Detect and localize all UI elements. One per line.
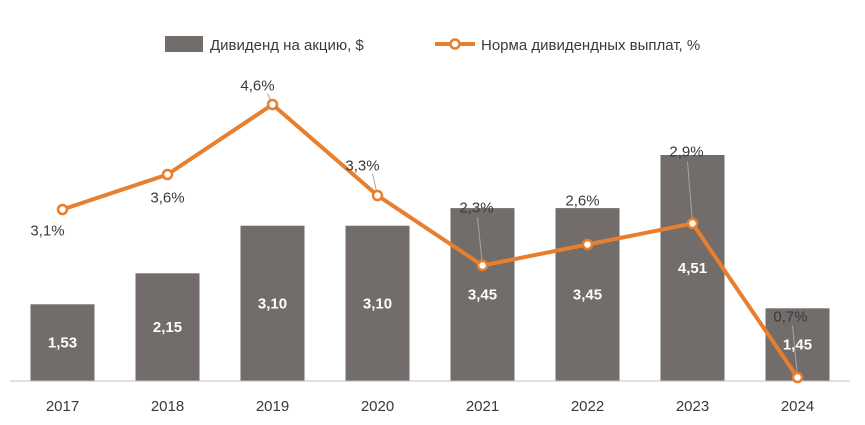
bar-2021	[450, 208, 515, 381]
legend-bar-swatch	[165, 36, 203, 52]
bar-2023	[660, 155, 725, 381]
bar-value-label-2019: 3,10	[258, 295, 287, 312]
payout-ratio-point-2023	[686, 217, 699, 230]
bar-value-label-2018: 2,15	[153, 319, 182, 336]
x-tick-2019: 2019	[256, 398, 289, 415]
bar-value-label-2024: 1,45	[783, 337, 812, 354]
payout-ratio-point-2020	[371, 189, 384, 202]
legend-line-label: Норма дивидендных выплат, %	[481, 37, 700, 54]
payout-ratio-point-2021	[476, 259, 489, 272]
payout-ratio-series	[56, 98, 804, 384]
leader-line-2024	[792, 325, 798, 378]
legend-line-marker	[449, 38, 461, 50]
x-tick-2020: 2020	[361, 398, 394, 415]
bar-value-label-2017: 1,53	[48, 335, 77, 352]
bar-value-label-2020: 3,10	[363, 295, 392, 312]
payout-ratio-label-2022: 2,6%	[565, 193, 599, 210]
payout-ratio-label-2018: 3,6%	[150, 190, 184, 207]
bar-2017	[30, 304, 95, 381]
bar-2022	[555, 208, 620, 381]
bars-group	[30, 155, 830, 381]
payout-ratio-label-2020: 3,3%	[345, 158, 379, 175]
payout-ratio-point-2024	[791, 371, 804, 384]
bar-2019	[240, 225, 305, 381]
bar-value-labels: 1,53 2,15 3,10 3,10 3,45 3,45 4,51 1,45	[48, 260, 812, 354]
x-tick-2023: 2023	[676, 398, 709, 415]
x-tick-2017: 2017	[46, 398, 79, 415]
payout-ratio-label-2021: 2,3%	[459, 200, 493, 217]
bar-value-label-2021: 3,45	[468, 287, 497, 304]
payout-ratio-point-2018	[161, 168, 174, 181]
legend: Дивиденд на акцию, $ Норма дивидендных в…	[165, 36, 700, 54]
x-tick-2018: 2018	[151, 398, 184, 415]
legend-bar-label: Дивиденд на акцию, $	[210, 37, 364, 54]
payout-ratio-point-2019	[266, 98, 279, 111]
x-tick-2024: 2024	[781, 398, 814, 415]
payout-ratio-line	[60, 102, 800, 380]
payout-ratio-label-2017: 3,1%	[30, 223, 64, 240]
payout-ratio-point-2017	[56, 203, 69, 216]
payout-ratio-label-2024: 0,7%	[773, 309, 807, 326]
payout-ratio-labels: 3,1% 3,6% 4,6% 3,3% 2,3% 2,6% 2,9% 0,7%	[30, 78, 807, 326]
bar-2020	[345, 225, 410, 381]
payout-ratio-label-2023: 2,9%	[669, 144, 703, 161]
bar-2018	[135, 273, 200, 381]
x-tick-2022: 2022	[571, 398, 604, 415]
leader-line-2021	[477, 217, 483, 266]
x-tick-2021: 2021	[466, 398, 499, 415]
x-tick-labels: 2017 2018 2019 2020 2021 2022 2023 2024	[46, 398, 814, 415]
bar-value-label-2023: 4,51	[678, 260, 707, 277]
bar-value-label-2022: 3,45	[573, 287, 602, 304]
payout-ratio-label-2019: 4,6%	[240, 78, 274, 95]
leader-line-2023	[687, 161, 693, 224]
payout-ratio-point-2022	[581, 238, 594, 251]
